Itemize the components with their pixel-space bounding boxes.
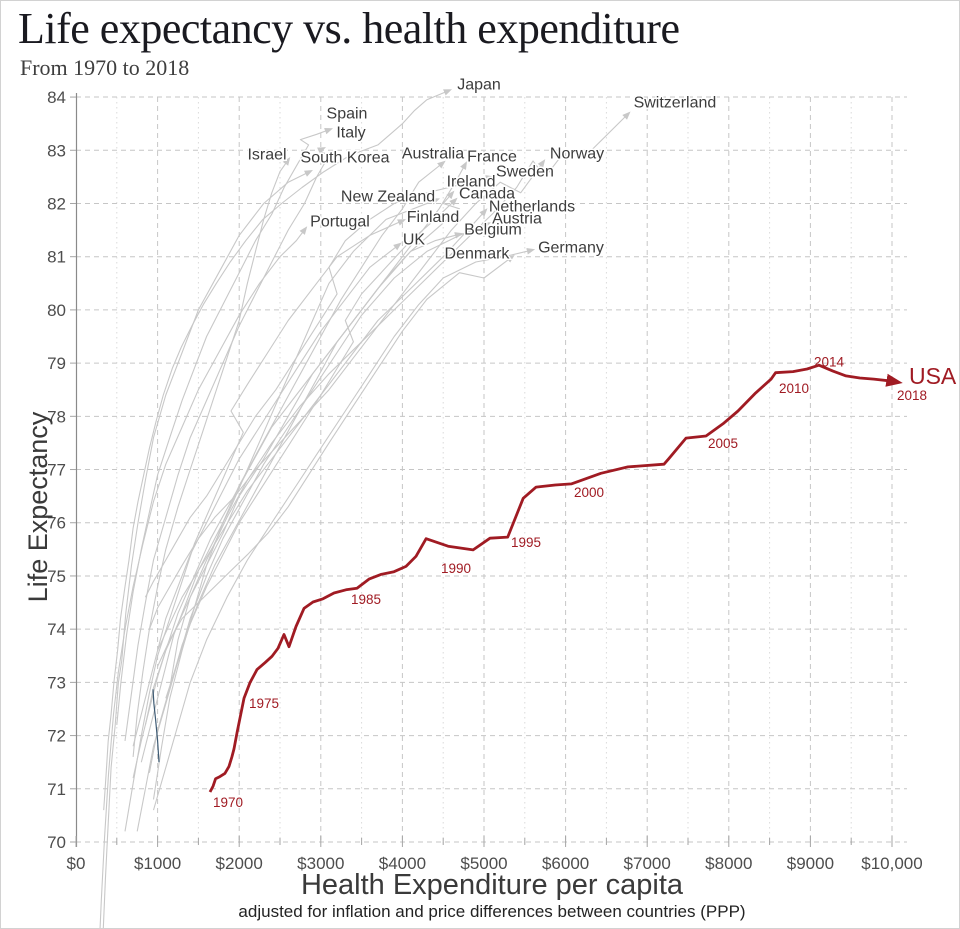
country-label-france: France: [467, 149, 517, 166]
country-line-south-korea: [102, 170, 313, 928]
country-label-new-zealand: New Zealand: [341, 189, 435, 206]
country-line-netherlands: [157, 208, 488, 651]
y-tick-label: 73: [47, 673, 66, 692]
country-label-ireland: Ireland: [447, 174, 496, 191]
country-line-uk: [132, 242, 402, 747]
country-label-norway: Norway: [550, 145, 604, 162]
country-line-australia: [152, 160, 446, 800]
x-tick-label: $6000: [542, 854, 589, 873]
unlabeled-navy-segment: [152, 689, 160, 763]
country-label-italy: Italy: [336, 125, 365, 142]
country-label-japan: Japan: [457, 76, 501, 93]
usa-year-label-1970: 1970: [213, 795, 243, 810]
y-axis-title: Life Expectancy: [23, 411, 53, 603]
usa-year-label-1975: 1975: [249, 696, 279, 711]
y-tick-labels: 70 71 72 73 74 75 76 77 78 79 80 81 82 83 84: [47, 88, 66, 852]
x-axis-title: Health Expenditure per capita: [300, 869, 684, 901]
country-label-netherlands: Netherlands: [489, 199, 575, 216]
x-tick-label: $0: [67, 854, 86, 873]
y-tick-label: 75: [47, 567, 66, 586]
country-line-portugal: [99, 226, 308, 928]
country-label-south-korea: South Korea: [301, 150, 390, 167]
usa-year-label-2005: 2005: [708, 436, 738, 451]
country-line-norway: [148, 159, 546, 630]
usa-year-label-2018: 2018: [897, 388, 927, 403]
country-label-finland: Finland: [407, 209, 459, 226]
y-tick-label: 78: [47, 407, 66, 426]
grid-major-horizontal: [76, 96, 907, 843]
country-line-finland: [124, 219, 407, 832]
country-label-portugal: Portugal: [310, 214, 370, 231]
country-line-japan: [103, 89, 453, 811]
y-tick-label: 81: [47, 248, 66, 267]
country-label-uk: UK: [403, 232, 426, 249]
axis-ticks: [70, 96, 893, 847]
usa-year-label-2014: 2014: [814, 354, 845, 369]
y-tick-label: 80: [47, 301, 66, 320]
country-label-spain: Spain: [327, 106, 368, 123]
x-tick-label: $2000: [216, 854, 263, 873]
x-tick-label: $4000: [379, 854, 426, 873]
y-tick-label: 72: [47, 727, 66, 746]
x-tick-label: $1000: [134, 854, 181, 873]
country-line-belgium: [148, 232, 464, 773]
usa-year-label-1985: 1985: [351, 592, 381, 607]
chart-subtitle: From 1970 to 2018: [20, 55, 190, 80]
country-label-sweden: Sweden: [496, 164, 554, 181]
x-tick-label: $9000: [787, 854, 834, 873]
x-axis-caption: adjusted for inflation and price differe…: [238, 902, 746, 921]
y-tick-label: 82: [47, 194, 66, 213]
country-lines: [99, 89, 631, 928]
country-label-austria: Austria: [492, 210, 542, 227]
x-tick-label: $8000: [705, 854, 752, 873]
country-line-austria: [136, 222, 492, 832]
y-tick-label: 71: [47, 780, 66, 799]
x-tick-label: $7000: [624, 854, 671, 873]
country-line-canada: [165, 197, 458, 699]
country-label-belgium: Belgium: [464, 222, 522, 239]
country-label-israel: Israel: [247, 146, 286, 163]
usa-year-label-2000: 2000: [574, 485, 604, 500]
x-tick-label: $10,000: [861, 854, 922, 873]
usa-line: [208, 363, 903, 793]
y-tick-label: 77: [47, 461, 66, 480]
country-labels: Japan Switzerland Spain Italy Israel South Ko…: [246, 75, 718, 264]
usa-year-label-2010: 2010: [779, 381, 809, 396]
y-tick-label: 70: [47, 833, 66, 852]
country-line-israel: [132, 157, 291, 757]
y-tick-label: 76: [47, 514, 66, 533]
country-label-denmark: Denmark: [445, 245, 511, 262]
x-tick-label: $5000: [460, 854, 507, 873]
usa-series-label: USA: [909, 363, 957, 389]
y-tick-label: 83: [47, 141, 66, 160]
y-tick-label: 84: [47, 88, 66, 107]
country-label-australia: Australia: [402, 145, 464, 162]
y-tick-label: 79: [47, 354, 66, 373]
country-label-germany: Germany: [538, 240, 604, 257]
usa-year-label-1995: 1995: [511, 535, 541, 550]
chart-title: Life expectancy vs. health expenditure: [18, 4, 680, 53]
country-line-germany: [152, 247, 536, 811]
country-line-italy: [124, 147, 330, 741]
country-line-denmark: [157, 254, 515, 667]
usa-year-label-1990: 1990: [441, 561, 471, 576]
country-label-switzerland: Switzerland: [634, 94, 717, 111]
country-line-new-zealand: [140, 198, 441, 763]
country-label-canada: Canada: [459, 185, 515, 202]
x-tick-label: $3000: [297, 854, 344, 873]
y-tick-label: 74: [47, 620, 66, 639]
country-line-sweden: [144, 175, 495, 598]
usa-year-labels: 1970 1975 1985 1990 1995 2000 2005 2010 2014 2018: [213, 354, 927, 810]
x-tick-labels: $0 $1000 $2000 $3000 $4000 $5000 $6000 $7000 $80…: [67, 854, 923, 873]
country-line-spain: [116, 128, 334, 725]
